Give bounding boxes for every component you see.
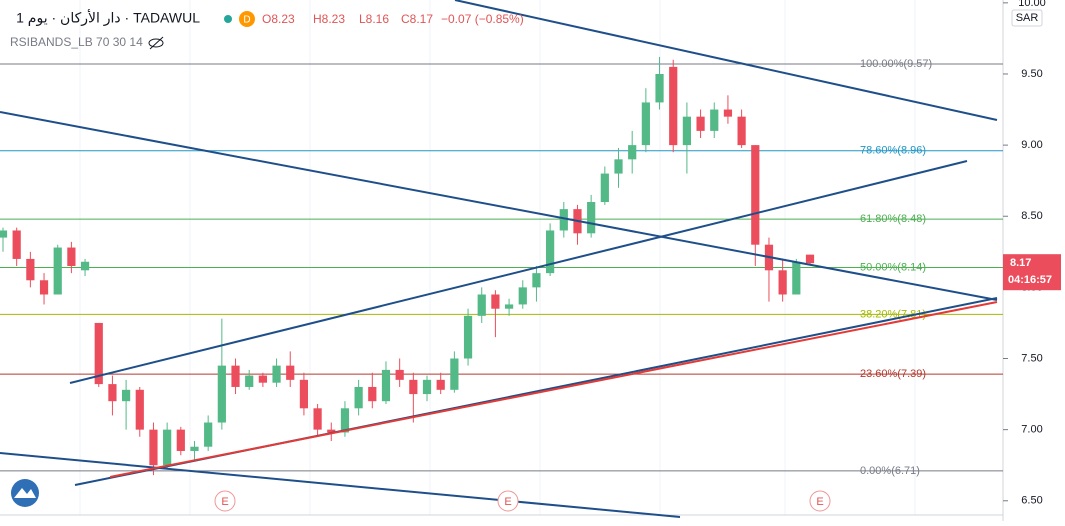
currency-box[interactable] xyxy=(1011,9,1043,27)
candle-body xyxy=(53,247,62,295)
candle-body xyxy=(327,429,336,433)
candle-body xyxy=(655,73,664,103)
ohlc-low: L8.16 xyxy=(359,12,389,26)
candle-body xyxy=(354,386,363,409)
last-price: 8.17 xyxy=(1010,257,1031,269)
candle-body xyxy=(94,322,103,385)
candle-body xyxy=(395,369,404,380)
candle-body xyxy=(39,280,49,295)
candle-body xyxy=(299,379,309,409)
fib-label: 100.00%(9.57) xyxy=(860,58,932,70)
y-tick-label: 9.50 xyxy=(1021,68,1042,80)
candle-body xyxy=(422,379,432,395)
y-tick-label: 7.00 xyxy=(1021,424,1042,436)
candle-body xyxy=(26,258,35,281)
fib-label: 0.00%(6.71) xyxy=(860,465,920,477)
candle-body xyxy=(176,429,185,451)
fib-label: 38.20%(7.81) xyxy=(860,308,926,320)
candle-body xyxy=(80,261,90,271)
candle-body xyxy=(381,369,391,402)
candle-body xyxy=(710,109,719,131)
candle-body xyxy=(641,102,650,146)
candle-body xyxy=(190,446,199,451)
trend-lines xyxy=(0,0,998,518)
candle-body xyxy=(12,230,21,259)
y-tick-label: 10.00 xyxy=(1018,0,1046,9)
candle-body xyxy=(463,315,473,359)
candle-body xyxy=(600,173,609,203)
candle-body xyxy=(340,408,350,433)
candle-body xyxy=(518,287,527,305)
candle-body xyxy=(121,389,131,402)
fib-label: 61.80%(8.48) xyxy=(860,213,926,225)
candle-body xyxy=(163,429,172,466)
candle-body xyxy=(108,384,117,402)
candle-body xyxy=(696,116,705,131)
candle-body xyxy=(792,261,801,295)
candle-body xyxy=(217,365,226,423)
candle-body xyxy=(628,145,637,160)
fib-levels: 100.00%(9.57) 78.60%(8.96) 61.80%(8.48) 50.… xyxy=(0,58,1003,477)
candle-body xyxy=(682,116,692,146)
hide-icon[interactable] xyxy=(148,36,164,50)
fib-label: 50.00%(8.14) xyxy=(860,261,926,273)
event-marker: E xyxy=(816,496,823,508)
candle-body xyxy=(135,389,144,430)
share-button[interactable] xyxy=(11,479,39,507)
candle-body xyxy=(669,66,678,146)
candle-body xyxy=(0,230,8,238)
ohlc-high: H8.23 xyxy=(313,12,345,26)
candle-body xyxy=(546,230,555,274)
y-tick-label: 6.50 xyxy=(1021,495,1042,507)
candle-body xyxy=(313,408,322,430)
candle-body xyxy=(737,116,746,146)
currency: SAR xyxy=(1016,12,1039,24)
candle-body xyxy=(272,365,281,383)
candle-body xyxy=(532,273,541,288)
candles xyxy=(0,56,815,476)
candle-body xyxy=(723,109,733,117)
fib-label: 23.60%(7.39) xyxy=(860,368,926,380)
y-tick-label: 7.50 xyxy=(1021,352,1042,364)
candle-body xyxy=(436,379,445,390)
indicator: RSIBANDS_LB 70 30 14 xyxy=(10,35,143,49)
ohlc-close: C8.17 xyxy=(401,12,433,26)
candle-body xyxy=(805,254,815,264)
countdown: 04:16:57 xyxy=(1008,274,1052,286)
candle-body xyxy=(149,429,158,466)
candle-body xyxy=(409,379,418,395)
candle-body xyxy=(559,209,568,231)
candle-body xyxy=(67,247,76,267)
candle-body xyxy=(614,159,623,174)
candle-body xyxy=(204,422,213,447)
y-tick-label: 9.00 xyxy=(1021,139,1042,151)
price-axis: 6.507.007.508.008.509.009.5010.008.1704:… xyxy=(1003,0,1061,507)
candle-body xyxy=(368,386,377,402)
candle-body xyxy=(231,365,240,387)
candle-body xyxy=(751,145,760,245)
candle-body xyxy=(450,358,459,390)
event-markers: E E E xyxy=(214,490,831,512)
event-marker: E xyxy=(504,496,511,508)
last-price-box xyxy=(1003,254,1061,291)
candle-body xyxy=(587,202,596,234)
interval-badge: D xyxy=(243,15,250,26)
fib-label: 78.60%(8.96) xyxy=(860,145,926,157)
candle-body xyxy=(504,304,514,309)
candle-body xyxy=(778,270,787,295)
candle-body xyxy=(258,375,267,383)
candle-body xyxy=(245,375,254,387)
symbol: دار الأركان · يوم 1 · TADAWUL xyxy=(16,9,200,27)
header: دار الأركان · يوم 1 · TADAWUL D O8.23 H8… xyxy=(10,9,524,50)
y-tick-label: 8.50 xyxy=(1021,210,1042,222)
candle-body xyxy=(286,365,295,380)
event-marker: E xyxy=(221,496,228,508)
ohlc-change: −0.07 (−0.85%) xyxy=(441,12,524,26)
candle-body xyxy=(491,294,500,309)
ohlc-open: O8.23 xyxy=(262,12,295,26)
candle-body xyxy=(477,294,486,316)
